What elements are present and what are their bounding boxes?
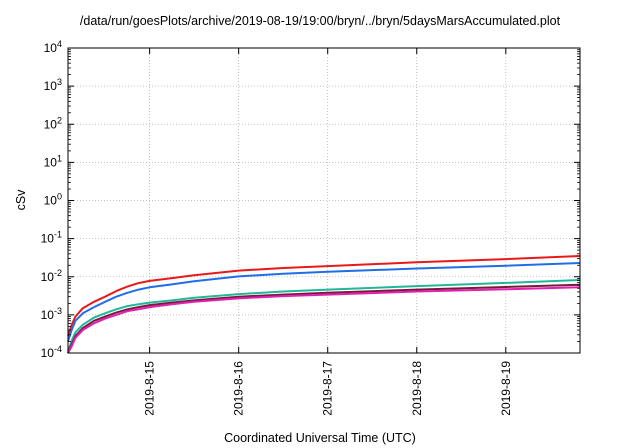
series-line	[67, 262, 581, 342]
y-tick-label: 10-1	[41, 230, 62, 246]
y-tick-label: 100	[44, 192, 62, 208]
x-tick-label: 2019-8-15	[143, 361, 157, 416]
series-lines	[67, 255, 581, 354]
grid	[68, 48, 580, 353]
plot-frame	[67, 47, 581, 354]
x-tick-label: 2019-8-16	[232, 361, 246, 416]
x-tick-label: 2019-8-18	[410, 361, 424, 416]
series-line	[67, 279, 581, 352]
series-line	[67, 255, 581, 337]
chart-title: /data/run/goesPlots/archive/2019-08-19/1…	[79, 14, 561, 28]
x-axis-label: Coordinated Universal Time (UTC)	[224, 431, 416, 445]
x-tick-label: 2019-8-17	[321, 361, 335, 416]
axes: 10-4 10-3 10-2 10-1 100 101 102 103 104 2019-8-15…	[41, 39, 580, 416]
y-tick-label: 101	[44, 153, 62, 169]
y-axis-label: cSv	[14, 189, 28, 211]
y-tick-label: 10-3	[41, 306, 62, 322]
y-tick-label: 102	[44, 115, 62, 131]
series-line	[67, 286, 581, 354]
series-line	[67, 283, 581, 354]
y-tick-label: 10-2	[41, 268, 62, 284]
y-tick-label: 10-4	[41, 344, 62, 360]
y-tick-label: 103	[44, 77, 62, 93]
y-tick-label: 104	[44, 39, 62, 55]
x-tick-label: 2019-8-19	[499, 361, 513, 416]
